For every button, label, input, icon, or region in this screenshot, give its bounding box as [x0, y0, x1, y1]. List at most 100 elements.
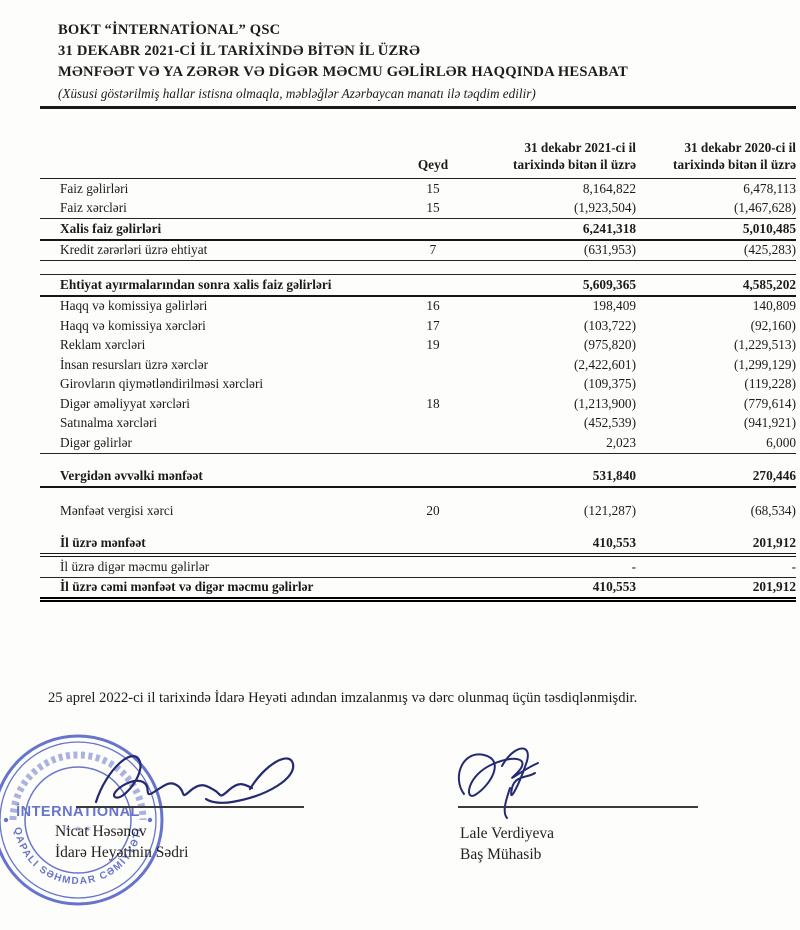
row-label: Faiz xərcləri: [60, 200, 127, 215]
row-label: Faiz gəlirləri: [60, 180, 129, 196]
row-label: Vergidən əvvəlki mənfəət: [60, 468, 203, 483]
spacer-row: [40, 261, 796, 275]
table-row: Girovların qiymətləndirilməsi xərcləri (1…: [40, 375, 796, 395]
table-row: Haqq və komissiya xərcləri 17 (103,722) (92…: [40, 316, 796, 336]
row-value-2021: 6,241,318: [582, 220, 636, 236]
row-note: [390, 433, 476, 453]
table-header-row: Qeyd 31 dekabr 2021-ci il tarixində bitə…: [40, 118, 796, 179]
table-row: Xalis faiz gəlirləri 6,241,318 5,010,485: [40, 219, 796, 240]
col-header-label: [40, 118, 390, 179]
row-value-2020: (92,160): [750, 317, 796, 333]
table-header: Qeyd 31 dekabr 2021-ci il tarixində bitə…: [40, 118, 796, 179]
row-value-2021: 410,553: [592, 535, 636, 550]
row-note: 15: [426, 200, 440, 215]
row-value-2020: (779,614): [743, 395, 796, 411]
accountant-title: Baş Mühasib: [460, 846, 542, 863]
company-stamp: QAPALI SƏHMDAR CƏMİYYƏTİ İNTERNATIONAL ✶…: [0, 734, 164, 906]
row-note: [390, 414, 476, 434]
row-label: İl üzrə cəmi mənfəət və digər məcmu gəli…: [60, 579, 314, 594]
spacer-row: [40, 521, 796, 534]
row-value-2021: (631,953): [583, 242, 636, 257]
row-value-2021: (103,722): [583, 317, 636, 333]
row-label: Haqq və komissiya gəlirləri: [60, 298, 208, 313]
row-note: [390, 467, 476, 488]
row-value-2021: 410,553: [592, 579, 636, 594]
table-row: Kredit zərərləri üzrə ehtiyat 7 (631,953) (…: [40, 240, 796, 261]
row-note: 7: [429, 242, 437, 257]
stamp-outer-ring: [0, 734, 164, 906]
table-row: İl üzrə digər məcmu gəlirlər - -: [40, 555, 796, 577]
row-value-2020: 6,000: [766, 434, 796, 450]
row-value-2021: (109,375): [583, 376, 636, 391]
row-label: Ehtiyat ayırmalarından sonra xalis faiz …: [60, 276, 332, 292]
row-value-2021: 2,023: [606, 434, 636, 450]
row-label: İl üzrə digər məcmu gəlirlər: [60, 558, 210, 574]
row-value-2021: 5,609,365: [582, 276, 636, 292]
stamp-star-right: [147, 817, 153, 823]
row-value-2021: (2,422,601): [573, 356, 636, 372]
accountant-signature-line: [458, 806, 698, 808]
table-row: Vergidən əvvəlki mənfəət 531,840 270,446: [40, 467, 796, 488]
table-row: Digər əməliyyat xərcləri 18 (1,213,900) (77…: [40, 394, 796, 414]
row-label: Reklam xərcləri: [60, 337, 146, 352]
row-value-2020: (941,921): [743, 415, 796, 430]
row-label: Digər əməliyyat xərcləri: [60, 395, 190, 411]
company-name: BOKT “İNTERNATİONAL” QSC: [58, 22, 281, 38]
spacer-row: [40, 487, 796, 501]
chairman-name: Nicat Həsənov: [55, 823, 147, 840]
row-value-2020: (68,534): [750, 502, 796, 518]
chairman-title: İdarə Heyətinin Sədri: [55, 844, 189, 861]
chairman-signature-line: [76, 806, 304, 808]
table-row: Faiz xərcləri 15 (1,923,504) (1,467,628): [40, 199, 796, 219]
row-label: Haqq və komissiya xərcləri: [60, 317, 206, 333]
row-value-2021: (1,213,900): [573, 395, 636, 411]
spacer-cell: [40, 521, 796, 534]
stamp-center-mark: ✶ ✶ ✶: [64, 824, 92, 834]
row-value-2020: 4,585,202: [742, 276, 796, 292]
row-label: Digər gəlirlər: [60, 434, 132, 450]
col-header-2020: 31 dekabr 2020-ci il tarixində bitən il …: [673, 140, 796, 172]
row-note: [390, 555, 476, 577]
row-value-2020: (1,229,513): [733, 337, 796, 352]
row-note: [390, 534, 476, 556]
stamp-star-left: [3, 817, 9, 823]
row-value-2020: 201,912: [752, 535, 796, 550]
row-label: İnsan resursları üzrə xərclər: [60, 356, 209, 372]
table-row: Satınalma xərcləri (452,539) (941,921): [40, 414, 796, 434]
row-label: Satınalma xərcləri: [60, 415, 158, 430]
row-note: [390, 577, 476, 600]
row-value-2020: (1,467,628): [733, 200, 796, 215]
income-statement-table: Qeyd 31 dekabr 2021-ci il tarixində bitə…: [40, 118, 796, 602]
col-header-note: Qeyd: [417, 156, 449, 172]
row-value-2020: 6,478,113: [743, 180, 796, 196]
row-value-2021: (1,923,504): [573, 200, 636, 215]
row-label: Mənfəət vergisi xərci: [60, 502, 174, 518]
table-row: Digər gəlirlər 2,023 6,000: [40, 433, 796, 453]
row-value-2020: (1,299,129): [733, 356, 796, 372]
row-value-2021: 8,164,822: [582, 180, 636, 196]
table-row: Mənfəət vergisi xərci 20 (121,287) (68,534): [40, 501, 796, 521]
accountant-name: Lale Verdiyeva: [460, 825, 554, 842]
row-note: [390, 375, 476, 395]
report-period: 31 DEKABR 2021-Cİ İL TARİXİNDƏ BİTƏN İL …: [58, 43, 421, 59]
table-row: İl üzrə mənfəət 410,553 201,912: [40, 534, 796, 556]
report-title: MƏNFƏƏT VƏ YA ZƏRƏR VƏ DİGƏR MƏCMU GƏLİR…: [58, 64, 628, 80]
row-note: 18: [426, 395, 440, 411]
row-value-2020: 140,809: [752, 298, 796, 313]
table-row: Faiz gəlirləri 15 8,164,822 6,478,113: [40, 179, 796, 199]
row-note: 20: [426, 502, 440, 518]
spacer-row: [40, 453, 796, 467]
col-header-2021: 31 dekabr 2021-ci il tarixində bitən il …: [513, 140, 636, 172]
row-value-2020: 201,912: [752, 579, 796, 594]
row-note: 17: [426, 317, 440, 333]
row-note: [390, 275, 476, 296]
row-value-2020: 5,010,485: [742, 220, 796, 236]
row-note: 19: [426, 337, 440, 352]
row-value-2020: (119,228): [744, 376, 796, 391]
row-note: [390, 355, 476, 375]
spacer-cell: [40, 261, 796, 275]
table-row: Reklam xərcləri 19 (975,820) (1,229,513): [40, 336, 796, 356]
row-label: Xalis faiz gəlirləri: [60, 220, 162, 236]
spacer-cell: [40, 453, 796, 467]
